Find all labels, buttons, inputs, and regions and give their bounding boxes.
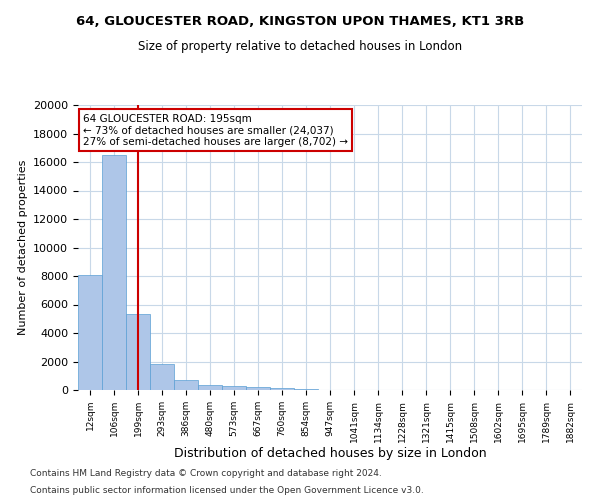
Bar bbox=[294, 389, 318, 390]
Y-axis label: Number of detached properties: Number of detached properties bbox=[17, 160, 28, 335]
Bar bbox=[270, 388, 294, 390]
Text: Size of property relative to detached houses in London: Size of property relative to detached ho… bbox=[138, 40, 462, 53]
Bar bbox=[102, 155, 126, 390]
Text: Contains public sector information licensed under the Open Government Licence v3: Contains public sector information licen… bbox=[30, 486, 424, 495]
Text: 64 GLOUCESTER ROAD: 195sqm
← 73% of detached houses are smaller (24,037)
27% of : 64 GLOUCESTER ROAD: 195sqm ← 73% of deta… bbox=[83, 114, 348, 147]
Text: 64, GLOUCESTER ROAD, KINGSTON UPON THAMES, KT1 3RB: 64, GLOUCESTER ROAD, KINGSTON UPON THAME… bbox=[76, 15, 524, 28]
Text: Contains HM Land Registry data © Crown copyright and database right 2024.: Contains HM Land Registry data © Crown c… bbox=[30, 468, 382, 477]
Bar bbox=[198, 385, 222, 390]
X-axis label: Distribution of detached houses by size in London: Distribution of detached houses by size … bbox=[173, 448, 487, 460]
Bar bbox=[222, 386, 246, 390]
Bar bbox=[126, 314, 150, 390]
Bar bbox=[174, 380, 198, 390]
Bar bbox=[246, 387, 270, 390]
Bar bbox=[78, 274, 102, 390]
Bar bbox=[150, 364, 174, 390]
